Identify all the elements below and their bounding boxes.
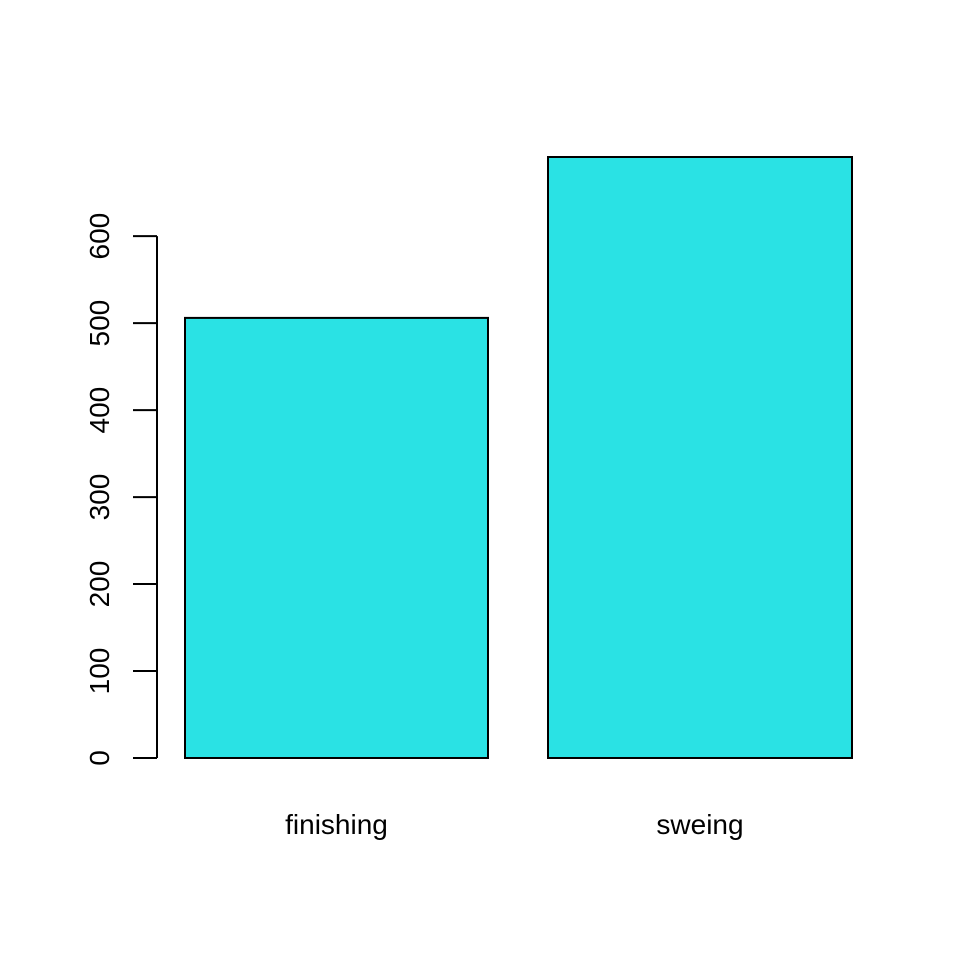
- y-tick-label-400: 400: [84, 387, 115, 434]
- y-tick-label-200: 200: [84, 561, 115, 608]
- bar-sweing: [547, 156, 853, 759]
- y-tick-label-500: 500: [84, 300, 115, 347]
- x-category-label-finishing: finishing: [285, 809, 388, 840]
- bars-layer: [184, 156, 853, 759]
- x-category-label-sweing: sweing: [656, 809, 743, 840]
- y-tick-label-0: 0: [84, 750, 115, 766]
- bar-finishing: [184, 316, 489, 759]
- y-tick-label-100: 100: [84, 648, 115, 695]
- y-tick-label-600: 600: [84, 213, 115, 260]
- x-axis-labels: finishing sweing: [285, 809, 743, 840]
- y-axis: 0 100 200 300 400 500 600: [84, 213, 158, 766]
- y-tick-label-300: 300: [84, 474, 115, 521]
